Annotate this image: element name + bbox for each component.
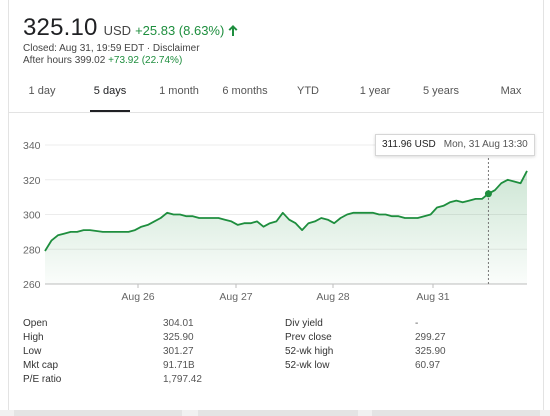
- after-hours-info: After hours 399.02 +73.92 (22.74%): [23, 55, 182, 66]
- stat-label-52wk-high: 52-wk high: [285, 346, 334, 357]
- stat-value-52wk-low: 60.97: [415, 360, 441, 371]
- stat-value-prev-close: 299.27: [415, 332, 446, 343]
- price-change: +25.83 (8.63%): [135, 23, 225, 38]
- tab-6-months[interactable]: 6 months: [222, 85, 268, 97]
- currency-label: USD: [103, 23, 132, 38]
- tab-1-year[interactable]: 1 year: [359, 85, 391, 97]
- y-tick-label: 260: [23, 279, 41, 291]
- x-tick-label: Aug 31: [416, 291, 449, 303]
- stat-value-mkt-cap: 91.71B: [163, 360, 195, 371]
- page-bottom-strip: [0, 410, 550, 416]
- stat-value-high: 325.90: [163, 332, 194, 343]
- stat-label-52wk-low: 52-wk low: [285, 360, 330, 371]
- y-tick-label: 320: [23, 175, 41, 187]
- y-tick-label: 300: [23, 210, 41, 222]
- tooltip-value: 311.96 USD: [382, 139, 436, 150]
- bottom-card-edge: [372, 410, 540, 416]
- stat-label-open: Open: [23, 318, 48, 329]
- y-tick-label: 340: [23, 140, 41, 152]
- stat-label-prev-close: Prev close: [285, 332, 332, 343]
- tab-ytd[interactable]: YTD: [297, 85, 319, 97]
- after-hours-price: After hours 399.02: [23, 55, 106, 66]
- stat-value-low: 301.27: [163, 346, 194, 357]
- current-price: 325.10: [23, 14, 98, 41]
- tab-1-day[interactable]: 1 day: [28, 85, 56, 97]
- x-tick-label: Aug 27: [219, 291, 252, 303]
- closed-info: Closed: Aug 31, 19:59 EDT · Disclaimer: [23, 43, 200, 54]
- x-tick-label: Aug 26: [121, 291, 154, 303]
- bottom-card-edge: [14, 410, 182, 416]
- y-tick-label: 280: [23, 244, 41, 256]
- x-tick-label: Aug 28: [316, 291, 349, 303]
- stat-value-open: 304.01: [163, 318, 194, 329]
- stat-value-div-yield: -: [415, 318, 419, 329]
- price-tooltip: 311.96 USD Mon, 31 Aug 13:30: [375, 134, 535, 156]
- tab-5-years[interactable]: 5 years: [422, 85, 460, 97]
- price-chart[interactable]: 340 320 300 280 260 Aug 26 Aug 27 Aug 28 Aug 31: [9, 112, 543, 312]
- hover-point: [484, 190, 492, 198]
- after-hours-change: +73.92 (22.74%): [108, 55, 183, 66]
- bottom-card-edge: [198, 410, 358, 416]
- tab-1-month[interactable]: 1 month: [159, 85, 199, 97]
- stat-label-div-yield: Div yield: [285, 318, 323, 329]
- stat-value-52wk-high: 325.90: [415, 346, 446, 357]
- tab-5-days[interactable]: 5 days: [90, 76, 130, 112]
- stat-label-mkt-cap: Mkt cap: [23, 360, 59, 371]
- stat-label-low: Low: [23, 346, 42, 357]
- stat-label-high: High: [23, 332, 44, 343]
- range-tabs: 1 day 5 days 1 month 6 months YTD 1 year…: [9, 76, 543, 113]
- arrow-up-icon: [227, 24, 239, 37]
- stat-value-pe-ratio: 1,797.42: [163, 374, 202, 385]
- stat-label-pe-ratio: P/E ratio: [23, 374, 62, 385]
- tab-max[interactable]: Max: [500, 85, 522, 97]
- price-header: 325.10 USD +25.83 (8.63%): [23, 14, 239, 42]
- stock-card: 325.10 USD +25.83 (8.63%) Closed: Aug 31…: [8, 0, 544, 410]
- price-line: [44, 170, 528, 252]
- chart-area-fill: [45, 170, 527, 284]
- tooltip-date: Mon, 31 Aug 13:30: [443, 139, 528, 150]
